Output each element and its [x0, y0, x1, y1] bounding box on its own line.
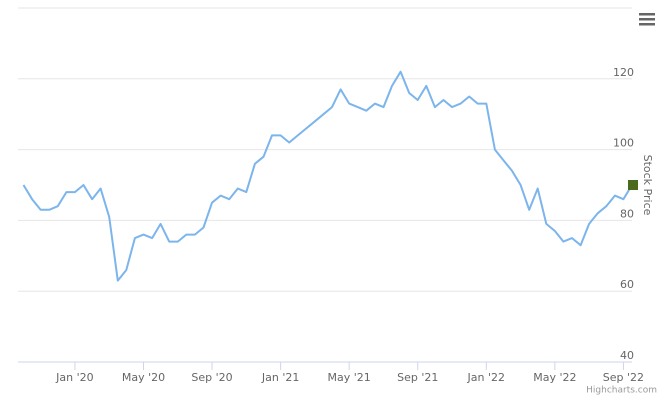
y-tick-label: 120	[613, 66, 634, 79]
x-tick-label: Jan '22	[467, 371, 505, 384]
menu-button[interactable]	[638, 12, 656, 28]
menu-bar	[639, 23, 655, 26]
y-tick-label: 40	[620, 349, 634, 362]
x-tick-label: Jan '21	[261, 371, 299, 384]
price-line	[22, 70, 633, 282]
y-tick-label: 80	[620, 207, 634, 220]
y-tick-label: 60	[620, 278, 634, 291]
x-tick-label: Sep '21	[397, 371, 438, 384]
y-tick-label: 100	[613, 137, 634, 150]
x-tick-label: May '21	[328, 371, 371, 384]
last-price-marker	[628, 180, 638, 190]
y-axis-title: Stock Price	[641, 155, 654, 216]
x-tick-label: May '20	[122, 371, 165, 384]
menu-bar	[639, 18, 655, 21]
x-tick-label: Jan '20	[55, 371, 93, 384]
x-tick-label: Sep '22	[603, 371, 644, 384]
menu-bar	[639, 13, 655, 16]
credits[interactable]: Highcharts.com	[586, 386, 657, 396]
x-tick-label: May '22	[533, 371, 576, 384]
x-tick-label: Sep '20	[191, 371, 232, 384]
